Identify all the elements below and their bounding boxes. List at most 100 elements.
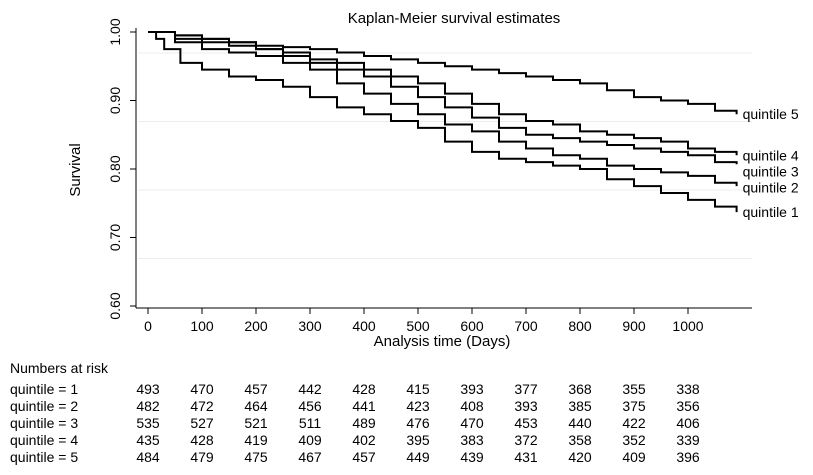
risk-cell: 385 (568, 398, 592, 414)
risk-cell: 372 (514, 432, 538, 448)
risk-cell: 339 (676, 432, 700, 448)
risk-cell: 355 (622, 381, 646, 397)
risk-cell: 431 (514, 449, 538, 465)
risk-cell: 467 (298, 449, 322, 465)
y-tick-label-3: 0.90 (107, 87, 123, 114)
risk-cell: 439 (460, 449, 484, 465)
risk-cell: 470 (460, 415, 484, 431)
risk-cell: 511 (298, 415, 322, 431)
risk-row-1: quintile = 1 493 470 457 442 428 415 393 377 368 3… (0, 381, 813, 399)
curve-label-4: quintile 4 (743, 147, 799, 163)
y-tick-label-4: 1.00 (107, 18, 123, 45)
risk-cell: 419 (244, 432, 268, 448)
x-tick-label-10: 1000 (672, 318, 703, 334)
x-tick-label-1: 100 (190, 318, 214, 334)
risk-cell: 409 (622, 449, 646, 465)
survival-curve-5 (148, 31, 738, 115)
risk-cell: 393 (460, 381, 484, 397)
x-axis-label: Analysis time (Days) (374, 333, 511, 350)
risk-cell: 423 (406, 398, 430, 414)
risk-cell: 457 (352, 449, 376, 465)
risk-cell: 415 (406, 381, 430, 397)
risk-cell: 383 (460, 432, 484, 448)
risk-row-label: quintile = 1 (10, 381, 79, 397)
risk-cell: 428 (352, 381, 376, 397)
risk-cell: 395 (406, 432, 430, 448)
risk-cell: 338 (676, 381, 700, 397)
risk-cell: 442 (298, 381, 322, 397)
risk-cell: 456 (298, 398, 322, 414)
risk-cell: 472 (190, 398, 214, 414)
x-tick-label-9: 900 (622, 318, 646, 334)
risk-cell: 368 (568, 381, 592, 397)
y-tick-label-1: 0.70 (107, 224, 123, 251)
risk-cell: 435 (136, 432, 160, 448)
risk-cell: 406 (676, 415, 700, 431)
risk-row-3: quintile = 3 535 527 521 511 489 476 470 453 440 4… (0, 415, 813, 433)
risk-cell: 479 (190, 449, 214, 465)
y-axis-ticks: 0.60 0.70 0.80 0.90 1.00 (107, 18, 136, 320)
risk-cell: 396 (676, 449, 700, 465)
x-tick-label-4: 400 (352, 318, 376, 334)
risk-cell: 493 (136, 381, 160, 397)
risk-cell: 358 (568, 432, 592, 448)
risk-cell: 527 (190, 415, 214, 431)
y-axis-label: Survival (67, 143, 84, 196)
survival-curve-2 (148, 31, 738, 187)
risk-cell: 484 (136, 449, 160, 465)
risk-table-heading: Numbers at risk (10, 360, 109, 376)
risk-cell: 449 (406, 449, 430, 465)
risk-cell: 521 (244, 415, 268, 431)
risk-cell: 464 (244, 398, 268, 414)
risk-cell: 428 (190, 432, 214, 448)
risk-cell: 482 (136, 398, 160, 414)
curve-label-3: quintile 3 (743, 163, 799, 179)
risk-row-label: quintile = 4 (10, 432, 79, 448)
risk-cell: 441 (352, 398, 376, 414)
risk-row-2: quintile = 2 482 472 464 456 441 423 408 393 385 3… (0, 398, 813, 416)
x-tick-label-0: 0 (144, 318, 152, 334)
chart-title: Kaplan-Meier survival estimates (348, 10, 561, 27)
risk-cell: 420 (568, 449, 592, 465)
risk-cell: 457 (244, 381, 268, 397)
risk-cell: 535 (136, 415, 160, 431)
risk-row-label: quintile = 3 (10, 415, 79, 431)
risk-row-4: quintile = 4 435 428 419 409 402 395 383 372 358 3… (0, 432, 813, 450)
risk-cell: 356 (676, 398, 700, 414)
x-tick-label-8: 800 (568, 318, 592, 334)
survival-curve-1 (148, 31, 738, 213)
risk-cell: 393 (514, 398, 538, 414)
curve-label-5: quintile 5 (743, 106, 799, 122)
risk-row-label: quintile = 5 (10, 449, 79, 465)
risk-cell: 440 (568, 415, 592, 431)
risk-cell: 409 (298, 432, 322, 448)
x-tick-label-6: 600 (460, 318, 484, 334)
curve-label-2: quintile 2 (743, 179, 799, 195)
risk-cell: 402 (352, 432, 376, 448)
x-tick-label-5: 500 (406, 318, 430, 334)
risk-cell: 422 (622, 415, 646, 431)
risk-cell: 476 (406, 415, 430, 431)
x-axis-ticks: 0 100 200 300 400 500 600 700 800 900 1000 (144, 308, 704, 334)
survival-curve-4 (148, 31, 738, 156)
risk-cell: 375 (622, 398, 646, 414)
risk-cell: 352 (622, 432, 646, 448)
x-tick-label-2: 200 (244, 318, 268, 334)
risk-cell: 475 (244, 449, 268, 465)
risk-cell: 377 (514, 381, 538, 397)
risk-cell: 489 (352, 415, 376, 431)
y-tick-label-2: 0.80 (107, 155, 123, 182)
risk-cell: 470 (190, 381, 214, 397)
risk-cell: 408 (460, 398, 484, 414)
risk-row-label: quintile = 2 (10, 398, 79, 414)
curve-label-1: quintile 1 (743, 204, 799, 220)
y-tick-label-0: 0.60 (107, 292, 123, 319)
x-tick-label-3: 300 (298, 318, 322, 334)
risk-cell: 453 (514, 415, 538, 431)
survival-curves (148, 31, 738, 213)
x-tick-label-7: 700 (514, 318, 538, 334)
risk-row-5: quintile = 5 484 479 475 467 457 449 439 431 420 4… (0, 449, 813, 467)
numbers-at-risk-table: Numbers at risk quintile = 1 493 470 457 442… (0, 356, 813, 475)
